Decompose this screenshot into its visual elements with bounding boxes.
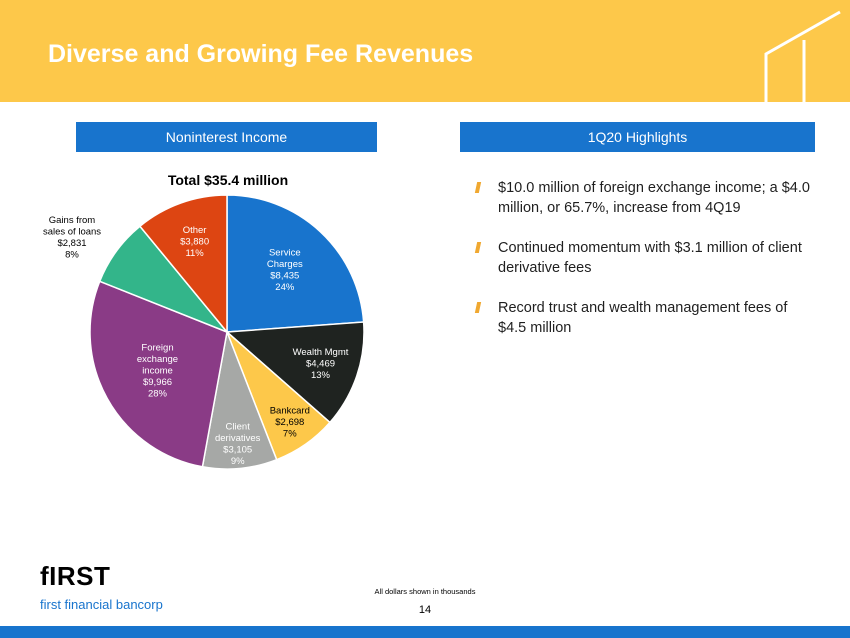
building-outline-icon [764, 10, 841, 102]
pie-slice-label: Gains from sales of loans $2,831 8% [43, 215, 101, 260]
bottom-band [0, 626, 850, 638]
highlight-item: $10.0 million of foreign exchange income… [474, 178, 816, 218]
chart-title: Total $35.4 million [167, 172, 289, 188]
header-band [0, 0, 850, 102]
pie-slice-label: Wealth Mgmt $4,469 13% [293, 347, 349, 381]
company-name: first financial bancorp [40, 597, 163, 612]
highlights-header: 1Q20 Highlights [460, 122, 815, 152]
noninterest-income-header: Noninterest Income [76, 122, 377, 152]
noninterest-income-pie-chart: Service Charges $8,435 24% Wealth Mgmt $4,469… [43, 194, 365, 470]
highlight-text: $10.0 million of foreign exchange income… [498, 180, 810, 216]
highlights-list: $10.0 million of foreign exchange income… [474, 178, 816, 358]
pie-slice-label: Client derivatives $3,105 9% [215, 422, 261, 468]
highlight-item: Record trust and wealth management fees … [474, 298, 816, 338]
company-logo-wordmark: fIRST [40, 561, 111, 591]
slide-title: Diverse and Growing Fee Revenues [48, 40, 474, 68]
pie-slice-label: Foreign exchange income $9,966 28% [137, 343, 178, 400]
pie-slice [225, 321, 365, 424]
highlight-text: Continued momentum with $3.1 million of … [498, 240, 802, 276]
highlight-text: Record trust and wealth management fees … [498, 300, 788, 336]
pie-slice [89, 280, 228, 468]
pie-slice [226, 194, 365, 333]
pie-slice-label: Bankcard $2,698 7% [270, 405, 310, 439]
footnote: All dollars shown in thousands [374, 587, 476, 596]
page-number: 14 [418, 604, 432, 616]
pie-slice-label: Other $3,880 11% [180, 225, 209, 259]
bullet-icon [474, 182, 482, 193]
pie-slice [138, 194, 228, 335]
pie-slice-label: Service Charges $8,435 24% [267, 248, 303, 294]
bullet-icon [474, 302, 482, 313]
bullet-icon [474, 242, 482, 253]
highlight-item: Continued momentum with $3.1 million of … [474, 238, 816, 278]
